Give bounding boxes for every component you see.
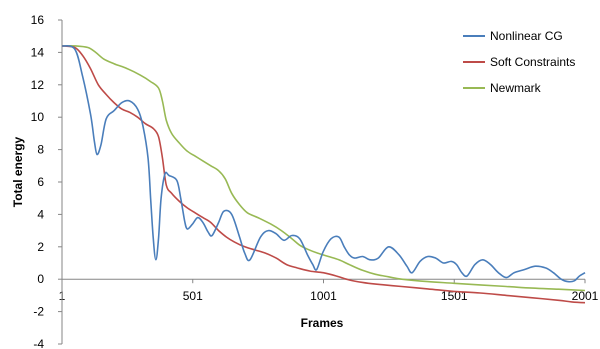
y-tick-label: 4	[37, 207, 44, 221]
x-axis-ticks: 1501100115012001	[59, 279, 599, 303]
y-tick-label: 2	[37, 240, 44, 254]
series-lines	[61, 45, 586, 304]
x-tick-label: 501	[183, 289, 203, 303]
legend: Nonlinear CG Soft Constraints Newmark	[463, 29, 575, 95]
series-line-0	[61, 45, 586, 283]
y-axis-ticks: -4 -2 0 2 4 6 8 10 12 14 16	[31, 13, 62, 349]
legend-label: Newmark	[490, 81, 542, 95]
y-tick-label: -2	[33, 305, 44, 319]
legend-label: Soft Constraints	[490, 55, 575, 69]
x-axis-title: Frames	[301, 316, 344, 330]
y-tick-label: -4	[33, 337, 44, 349]
series-line-2	[61, 45, 586, 292]
y-tick-label: 0	[37, 272, 44, 286]
x-tick-label: 1001	[310, 289, 337, 303]
legend-label: Nonlinear CG	[490, 29, 563, 43]
y-axis-title: Total energy	[11, 136, 25, 207]
y-tick-label: 8	[37, 143, 44, 157]
x-tick-label: 1501	[441, 289, 468, 303]
y-tick-label: 6	[37, 175, 44, 189]
series-line-1	[61, 45, 586, 304]
x-tick-label: 2001	[572, 289, 599, 303]
y-tick-label: 12	[31, 78, 45, 92]
y-tick-label: 14	[31, 45, 45, 59]
y-tick-label: 10	[31, 110, 45, 124]
y-tick-label: 16	[31, 13, 45, 27]
